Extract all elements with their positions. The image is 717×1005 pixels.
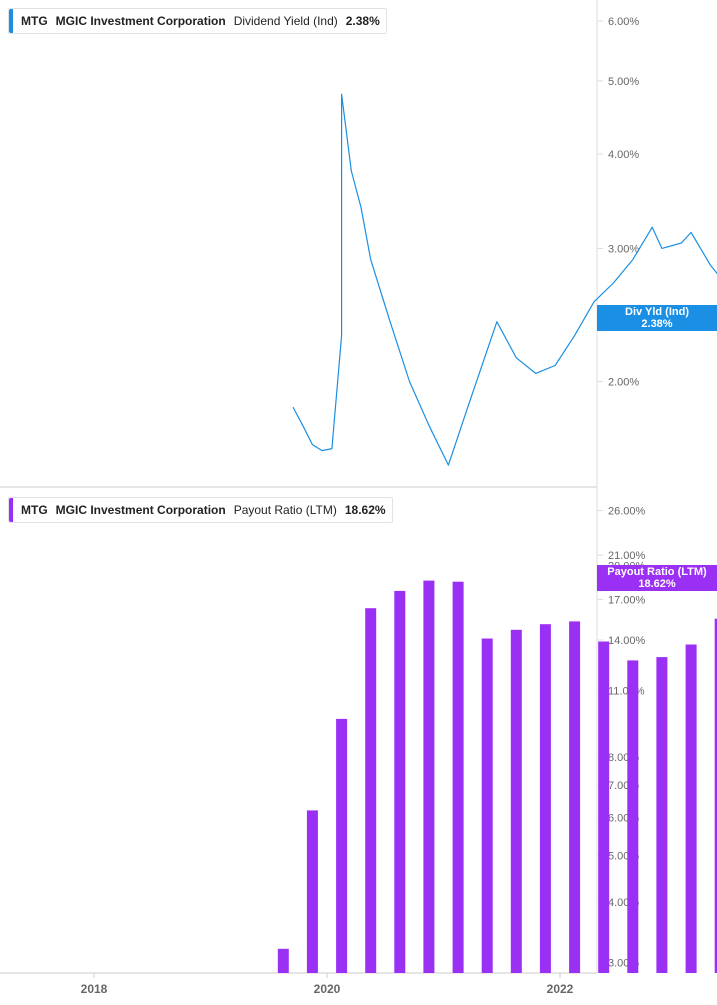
payout-bar <box>365 608 377 973</box>
x-tick-label: 2018 <box>81 982 108 996</box>
top-y-axis: 2.00% 3.00% 4.00% 5.00% 6.00% <box>597 16 639 388</box>
legend-company: MGIC Investment Corporation <box>55 14 226 28</box>
payout-bar <box>452 581 464 973</box>
payout-bar <box>481 638 493 973</box>
legend-value: 18.62% <box>344 503 386 517</box>
yield-legend-swatch <box>9 9 13 33</box>
y-tick-label: 6.00% <box>608 16 639 28</box>
payout-bar <box>598 641 610 973</box>
legend-value: 2.38% <box>345 14 380 28</box>
payout-bar <box>423 580 435 973</box>
yield-value-tag: Div Yld (Ind) 2.38% <box>597 305 717 331</box>
legend-ticker: MTG <box>21 14 48 28</box>
y-tick-label: 4.00% <box>608 149 639 161</box>
payout-ratio-series <box>277 580 717 973</box>
y-tick-label: 14.00% <box>608 635 646 647</box>
y-tick-label: 2.00% <box>608 376 639 388</box>
y-tick-label: 5.00% <box>608 76 639 88</box>
top-legend: MTG MGIC Investment Corporation Dividend… <box>8 8 387 34</box>
legend-ticker: MTG <box>21 503 48 517</box>
y-tick-label: 3.00% <box>608 243 639 255</box>
payout-bar <box>627 660 639 973</box>
payout-bar <box>394 590 406 973</box>
tag-value: 18.62% <box>638 578 676 590</box>
payout-bar <box>306 810 318 973</box>
y-tick-label: 11.00% <box>608 685 645 697</box>
payout-bar <box>656 657 668 973</box>
legend-metric: Dividend Yield (Ind) <box>233 14 338 28</box>
tag-value: 2.38% <box>641 318 673 330</box>
dividend-yield-line <box>292 93 717 466</box>
legend-metric: Payout Ratio (LTM) <box>233 503 337 517</box>
payout-bar <box>539 624 551 973</box>
payout-bar <box>277 948 289 973</box>
x-axis: 20182020202220242026 <box>81 973 574 996</box>
payout-bar <box>569 621 581 973</box>
dividend-yield-series <box>292 93 717 466</box>
payout-bar <box>685 644 697 973</box>
x-tick-label: 2020 <box>314 982 341 996</box>
payout-bar <box>714 618 717 973</box>
y-tick-label: 21.00% <box>608 550 646 562</box>
payout-legend-swatch <box>9 498 13 522</box>
tag-label: Div Yld (Ind) <box>625 306 689 318</box>
x-tick-label: 2022 <box>547 982 574 996</box>
payout-bar <box>510 629 522 973</box>
y-tick-label: 17.00% <box>608 594 646 606</box>
y-tick-label: 26.00% <box>608 506 646 518</box>
payout-bar <box>336 718 348 973</box>
payout-value-tag: Payout Ratio (LTM) 18.62% <box>597 565 717 591</box>
legend-company: MGIC Investment Corporation <box>55 503 226 517</box>
tag-label: Payout Ratio (LTM) <box>607 566 707 578</box>
bottom-legend: MTG MGIC Investment Corporation Payout R… <box>8 497 393 523</box>
